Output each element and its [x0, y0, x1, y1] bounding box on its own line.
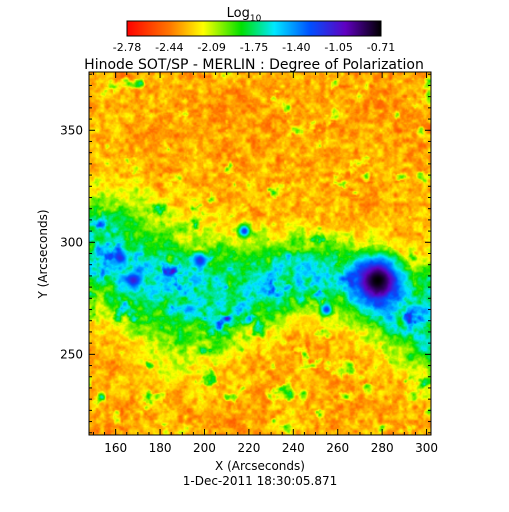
- x-axis: 160 180 200 220 240 260 280 300: [92, 72, 438, 455]
- colorbar-tick-label: -2.78: [113, 41, 141, 54]
- x-tick-label: 240: [282, 441, 305, 455]
- y-tick-label: 250: [60, 347, 83, 361]
- y-axis: 250 300 350: [60, 73, 431, 434]
- x-tick-label: 220: [237, 441, 260, 455]
- colorbar-ticks: -2.78 -2.44 -2.09 -1.75 -1.40 -1.05 -0.71: [113, 41, 395, 54]
- polarization-map: [89, 72, 431, 435]
- x-tick-label: 160: [104, 441, 127, 455]
- colorbar: [126, 20, 382, 37]
- x-tick-label: 300: [415, 441, 438, 455]
- chart-title: Hinode SOT/SP - MERLIN : Degree of Polar…: [84, 57, 424, 73]
- y-tick-label: 350: [60, 123, 83, 137]
- colorbar-tick-label: -1.05: [324, 41, 352, 54]
- timestamp: 1-Dec-2011 18:30:05.871: [183, 474, 337, 488]
- colorbar-tick-label: -0.71: [367, 41, 395, 54]
- x-tick-label: 180: [149, 441, 172, 455]
- colorbar-label: Log10: [227, 6, 262, 24]
- colorbar-tick-label: -2.44: [155, 41, 183, 54]
- colorbar-tick-label: -1.40: [282, 41, 310, 54]
- x-tick-label: 200: [193, 441, 216, 455]
- x-tick-label: 260: [326, 441, 349, 455]
- y-tick-label: 300: [60, 235, 83, 249]
- x-axis-label: X (Arcseconds): [215, 459, 305, 473]
- colorbar-tick-label: -1.75: [240, 41, 268, 54]
- x-tick-label: 280: [371, 441, 394, 455]
- y-axis-label: Y (Arcseconds): [36, 209, 50, 299]
- colorbar-tick-label: -2.09: [197, 41, 225, 54]
